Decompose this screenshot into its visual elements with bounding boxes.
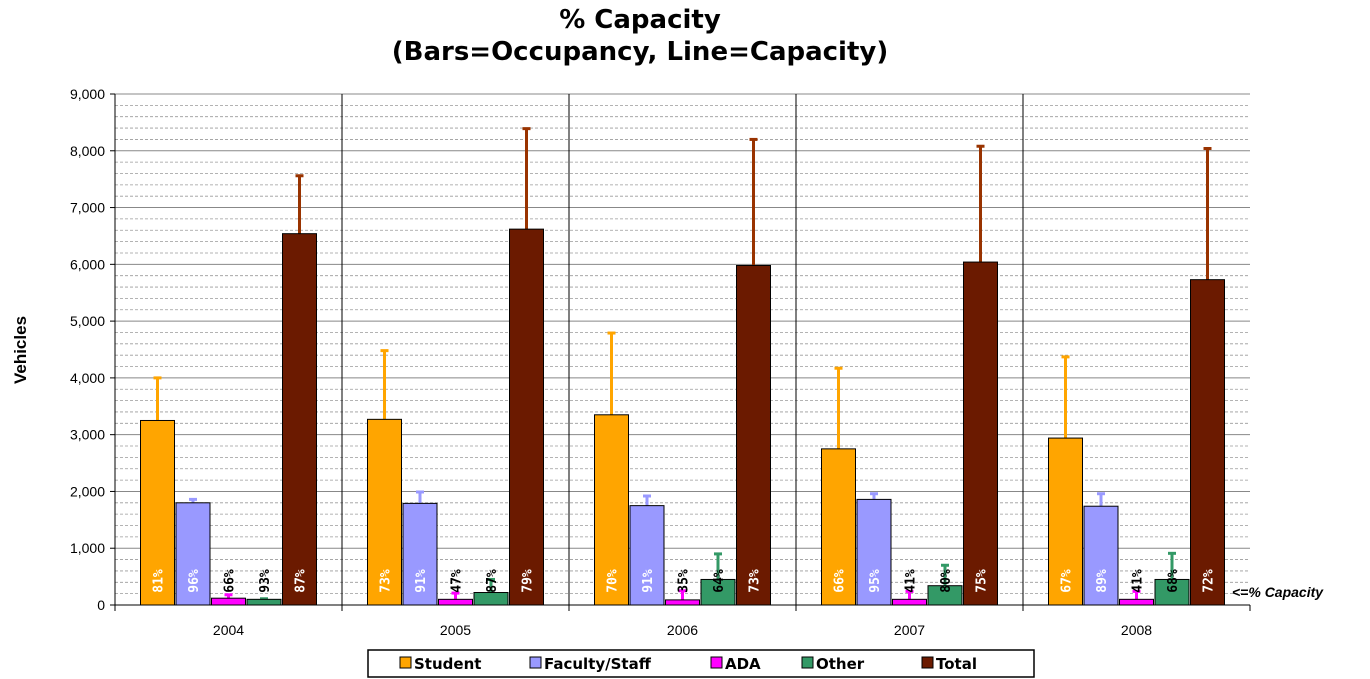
legend-swatch: [399, 656, 412, 669]
legend-label: ADA: [725, 655, 761, 673]
bar: [211, 597, 246, 606]
bar: [892, 598, 927, 606]
bar: [140, 419, 175, 606]
bar: [594, 414, 629, 606]
percent-label: 87%: [485, 569, 500, 593]
percent-label: 91%: [414, 569, 429, 593]
y-tick-label: 9,000: [70, 86, 105, 102]
bar: [282, 233, 317, 606]
axes: [110, 93, 1251, 611]
y-axis-label: Vehicles: [11, 316, 30, 384]
percent-label: 96%: [187, 569, 202, 593]
legend-swatch: [801, 656, 814, 669]
x-tick-label: 2004: [213, 622, 244, 638]
percent-label: 66%: [833, 569, 848, 593]
y-tick-labels: 0 1,000 2,000 3,000 4,000 5,000 6,000 7,000 8,00…: [70, 86, 105, 613]
percent-label: 47%: [450, 569, 465, 593]
bar: [367, 418, 402, 606]
x-tick-label: 2007: [894, 622, 925, 638]
category-separators: [341, 94, 1024, 605]
y-tick-label: 1,000: [70, 540, 105, 556]
bar: [175, 502, 211, 606]
bar: [736, 264, 771, 606]
percent-label: 66%: [223, 569, 238, 593]
legend-label: Other: [816, 655, 865, 673]
x-tick-label: 2006: [667, 622, 698, 638]
percent-label: 41%: [1131, 569, 1146, 593]
bar: [473, 592, 509, 606]
percent-label: 81%: [152, 569, 167, 593]
bar: [963, 261, 998, 606]
legend-label: Total: [936, 655, 977, 673]
y-tick-label: 5,000: [70, 313, 105, 329]
percent-label: 68%: [1166, 569, 1181, 593]
bar: [700, 578, 736, 606]
bar: [1190, 279, 1225, 606]
percent-label: 73%: [379, 569, 394, 593]
percent-label: 73%: [748, 569, 763, 593]
bars-group: 81% 96% 66% 93% 87% 73% 91% 47% 87% 79% 70% 91% 35% 6…: [140, 127, 1225, 606]
percent-label: 41%: [904, 569, 919, 593]
bar: [1119, 598, 1154, 606]
bar: [856, 498, 892, 606]
bar: [821, 448, 856, 606]
x-tick-label: 2005: [440, 622, 471, 638]
bar: [402, 502, 438, 606]
capacity-note: <=% Capacity: [1232, 584, 1324, 600]
chart-title-line2: (Bars=Occupancy, Line=Capacity): [392, 37, 888, 67]
percent-label: 64%: [712, 569, 727, 593]
bar: [629, 505, 665, 606]
y-tick-label: 8,000: [70, 143, 105, 159]
y-tick-label: 4,000: [70, 370, 105, 386]
percent-label: 75%: [975, 569, 990, 593]
legend-swatch: [529, 656, 542, 669]
legend-label: Faculty/Staff: [544, 655, 652, 673]
percent-label: 67%: [1060, 569, 1075, 593]
y-tick-label: 6,000: [70, 256, 105, 272]
percent-label: 72%: [1202, 569, 1217, 593]
y-tick-label: 2,000: [70, 483, 105, 499]
percent-label: 70%: [606, 569, 621, 593]
percent-label: 93%: [258, 569, 273, 593]
bar: [665, 599, 700, 606]
legend-label: Student: [414, 655, 481, 673]
legend-swatch: [710, 656, 723, 669]
legend-swatch: [921, 656, 934, 669]
bar: [438, 598, 473, 606]
percent-label: 91%: [641, 569, 656, 593]
percent-label: 89%: [1095, 569, 1110, 593]
bar: [246, 598, 282, 606]
percent-label: 79%: [521, 569, 536, 593]
bar: [1048, 437, 1083, 606]
percent-label: 35%: [677, 569, 692, 593]
x-tick-label: 2008: [1121, 622, 1152, 638]
y-tick-label: 7,000: [70, 200, 105, 216]
percent-label: 80%: [939, 569, 954, 593]
chart-title-line1: % Capacity: [559, 5, 721, 35]
legend: Student Faculty/Staff ADA Other Total: [367, 649, 1035, 678]
x-tick-labels: 2004 2005 2006 2007 2008: [213, 622, 1152, 638]
y-tick-label: 3,000: [70, 427, 105, 443]
percent-label: 95%: [868, 569, 883, 593]
percent-label: 87%: [294, 569, 309, 593]
bar: [1154, 578, 1190, 606]
y-tick-label: 0: [97, 597, 105, 613]
bar: [509, 228, 544, 606]
